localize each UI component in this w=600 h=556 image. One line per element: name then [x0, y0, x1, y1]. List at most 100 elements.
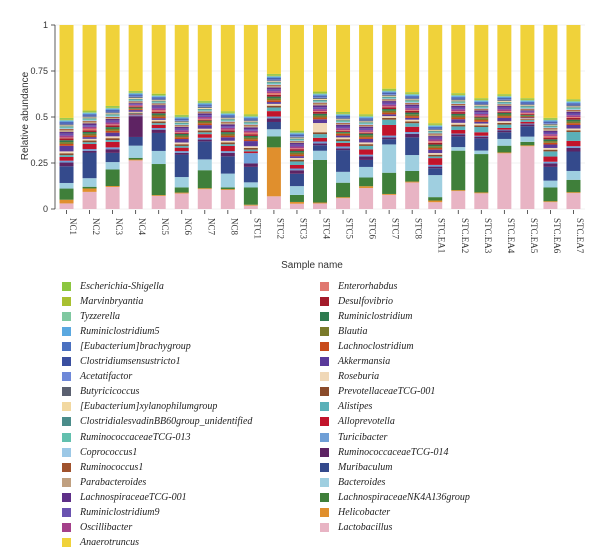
bar-segment: [336, 121, 351, 122]
bar-segment: [566, 106, 581, 108]
bar-segment: [243, 120, 258, 122]
legend-item: Butyricicoccus: [62, 385, 139, 399]
bar-segment: [474, 135, 489, 137]
legend-label: Roseburia: [338, 371, 380, 383]
bar-segment: [128, 157, 143, 160]
bar-segment: [405, 123, 420, 127]
bar-segment: [220, 116, 235, 118]
bar-segment: [405, 95, 420, 97]
bar-segment: [405, 137, 420, 156]
bar-segment: [105, 136, 120, 139]
bar-segment: [128, 96, 143, 98]
bar-segment: [451, 97, 466, 99]
bar-segment: [266, 76, 281, 78]
legend-label: Oscillibacter: [80, 522, 133, 534]
bar-segment: [359, 133, 374, 136]
bar-segment: [266, 74, 281, 76]
bar-segment: [105, 127, 120, 129]
bar-segment: [359, 137, 374, 139]
legend-label: Anaerotruncus: [80, 537, 140, 549]
bar-segment: [289, 141, 304, 143]
bar-segment: [543, 151, 558, 157]
bar-segment: [543, 125, 558, 127]
bar-segment: [266, 87, 281, 90]
bar-segment: [105, 120, 120, 123]
bar-segment: [313, 103, 327, 106]
bar-segment: [428, 125, 443, 126]
bar-segment: [359, 124, 374, 126]
bar-segment: [289, 140, 304, 142]
x-tick-label: STC7: [391, 218, 401, 240]
bar-segment: [151, 132, 166, 151]
bar-segment: [82, 128, 97, 131]
bar-segment: [543, 123, 558, 124]
bar-segment: [359, 135, 374, 138]
bar-segment: [336, 132, 351, 134]
bar-segment: [405, 126, 420, 133]
bar-segment: [428, 141, 443, 143]
bar-segment: [243, 147, 258, 150]
bar-segment: [428, 146, 443, 148]
bar-segment: [520, 145, 535, 147]
bar-segment: [197, 101, 212, 103]
legend-item: Helicobacter: [320, 506, 390, 520]
bar-segment: [543, 121, 558, 123]
legend-item: Parabacteroides: [62, 475, 146, 489]
bar-segment: [105, 169, 120, 186]
bar-segment: [428, 142, 443, 145]
legend-swatch: [62, 477, 71, 487]
bar-segment: [313, 94, 327, 96]
bar-segment: [336, 139, 351, 142]
bar-segment: [151, 100, 166, 102]
bar-segment: [174, 145, 189, 148]
bar-segment: [220, 144, 235, 146]
bar-segment: [520, 25, 535, 99]
bar-segment: [174, 128, 189, 131]
bar-segment: [128, 114, 143, 116]
bar-segment: [82, 191, 97, 209]
legend-item: Akkermansia: [320, 355, 390, 369]
legend-swatch: [320, 447, 329, 457]
bar-segment: [451, 111, 466, 113]
bar-segment: [151, 195, 166, 196]
bar-segment: [174, 139, 189, 143]
bar-segment: [359, 118, 374, 120]
bar-segment: [359, 142, 374, 145]
bar-segment: [566, 128, 581, 131]
bar-segment: [405, 104, 420, 107]
bar-segment: [382, 119, 397, 125]
bar-segment: [82, 150, 97, 153]
bar-segment: [220, 111, 235, 113]
bar-segment: [474, 115, 489, 117]
bar-segment: [359, 166, 374, 178]
bar-segment: [428, 132, 443, 134]
bar-segment: [405, 102, 420, 104]
bar-segment: [405, 99, 420, 101]
x-tick-label: STC1: [252, 218, 262, 239]
bar-segment: [105, 111, 120, 113]
bar-segment: [313, 202, 327, 204]
legend-item: Ruminococcus1: [62, 460, 143, 474]
bar-segment: [197, 112, 212, 114]
bar-segment: [336, 148, 351, 151]
bar-segment: [543, 139, 558, 142]
bar-segment: [82, 143, 97, 150]
bar-segment: [382, 102, 397, 105]
bar-segment: [220, 132, 235, 134]
bar-segment: [82, 115, 97, 117]
legend-swatch: [320, 372, 329, 382]
bar-segment: [174, 130, 189, 133]
bar-segment: [405, 96, 420, 98]
legend-label: PrevotellaceaeTCG-001: [338, 386, 436, 398]
bar-segment: [497, 116, 512, 118]
bar-segment: [428, 125, 443, 127]
bar-segment: [174, 144, 189, 146]
legend-swatch: [320, 357, 329, 366]
bar-segment: [174, 135, 189, 138]
bar-segment: [428, 149, 443, 154]
bar-segment: [243, 123, 258, 124]
x-tick-label: STC.EA3: [483, 218, 493, 254]
bar-segment: [428, 25, 443, 124]
bar-segment: [359, 120, 374, 122]
